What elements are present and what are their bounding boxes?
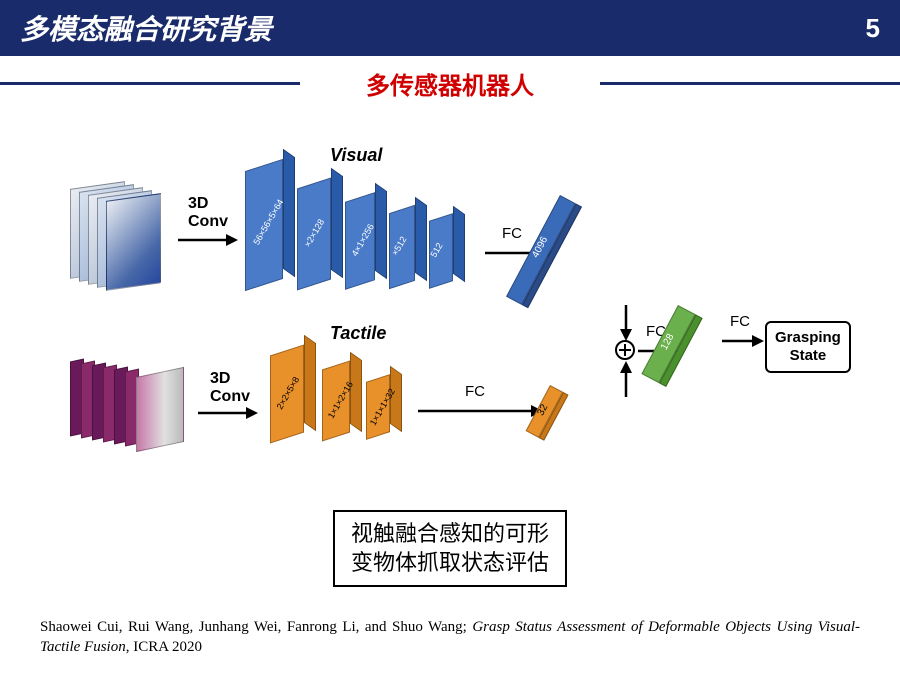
conv3d-label-visual: 3D Conv [188, 195, 228, 231]
fc-label-visual: FC [502, 225, 522, 242]
tactile-branch-label: Tactile [330, 323, 386, 344]
visual-branch-label: Visual [330, 145, 382, 166]
visual-conv-blocks: 56×56×5×64 ×2×128 4×1×256 ×512 512 [245, 165, 505, 315]
slide-title: 多模态融合研究背景 [20, 8, 272, 48]
slide-header: 多模态融合研究背景 5 [0, 0, 900, 56]
tactile-input-stack [70, 360, 190, 450]
subtitle-row: 多传感器机器人 [0, 66, 900, 101]
page-number: 5 [866, 13, 880, 44]
caption-box: 视触融合感知的可形 变物体抓取状态评估 [333, 510, 567, 587]
visual-input-stack [70, 185, 170, 295]
citation: Shaowei Cui, Rui Wang, Junhang Wei, Fanr… [40, 618, 860, 657]
divider-left [0, 82, 300, 85]
subtitle: 多传感器机器人 [356, 66, 544, 101]
citation-venue: , ICRA 2020 [126, 639, 202, 655]
fc-label-tactile: FC [465, 383, 485, 400]
conv3d-label-tactile: 3D Conv [210, 370, 250, 406]
arrow-tactile-conv [198, 403, 258, 423]
architecture-diagram: 3D Conv 3D Conv Visual Tactile 56×56×5×6… [70, 145, 830, 485]
fc-label-output: FC [730, 313, 750, 330]
arrow-visual-conv [178, 230, 238, 250]
arrow-visual-to-fusion [617, 305, 635, 341]
fusion-node [615, 340, 635, 360]
citation-authors: Shaowei Cui, Rui Wang, Junhang Wei, Fanr… [40, 619, 472, 635]
arrow-tactile-fc [418, 401, 543, 421]
divider-right [600, 82, 900, 85]
output-box: Grasping State [765, 321, 851, 373]
arrow-tactile-to-fusion [617, 361, 635, 397]
arrow-output-fc [722, 331, 764, 351]
